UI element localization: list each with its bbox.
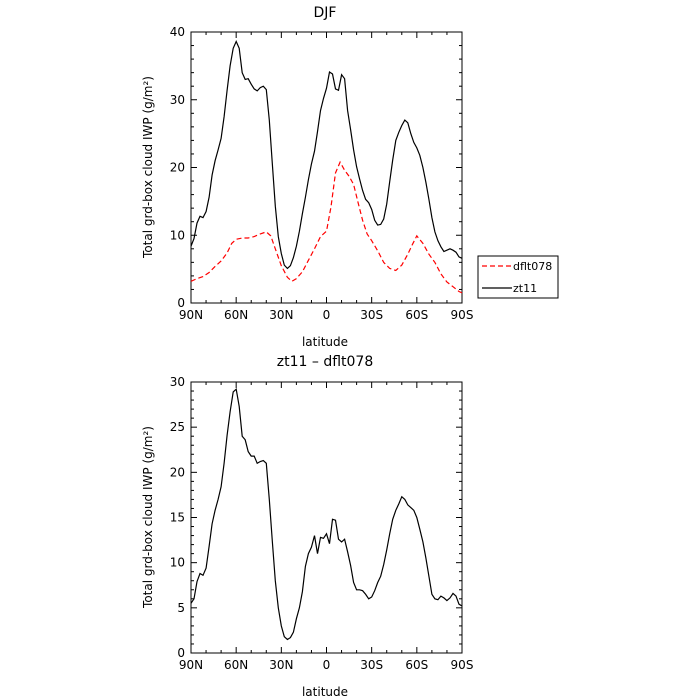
djf-x-tick-label: 60N — [224, 308, 248, 322]
djf-y-tick-label: 0 — [177, 296, 185, 310]
djf-y-tick-label: 40 — [170, 25, 185, 39]
difference-plot-area: 90N 60N 30N 0 30S 60S 90S 0 5 10 15 20 25 30 — [170, 375, 474, 672]
djf-series-zt11 — [190, 40, 463, 270]
djf-x-tick-label: 60S — [405, 308, 428, 322]
djf-plot-area: 90N 60N 30N 0 30S 60S 90S 0 10 20 30 40 — [170, 25, 474, 322]
difference-y-tick-label: 15 — [170, 511, 185, 525]
legend-zt11-label: zt11 — [513, 282, 537, 295]
djf-panel-title: DJF — [314, 5, 337, 21]
djf-x-tick-label: 90S — [451, 308, 474, 322]
difference-y-tick-label: 0 — [177, 646, 185, 660]
difference-panel: zt11 – dflt078 90N 60N 30N 0 30S 60S 90S 0 5 10 15… — [141, 354, 473, 699]
difference-y-tick-label: 25 — [170, 420, 185, 434]
difference-x-axis-label: latitude — [302, 685, 348, 699]
difference-series-line-0 — [190, 388, 463, 641]
djf-y-tick-label: 20 — [170, 161, 185, 175]
difference-x-tick-label: 30S — [360, 658, 383, 672]
difference-x-tick-label: 90N — [179, 658, 203, 672]
difference-x-tick-label: 30N — [269, 658, 293, 672]
djf-y-tick-label: 30 — [170, 93, 185, 107]
djf-x-axis-label: latitude — [302, 335, 348, 349]
djf-legend: dflt078 zt11 — [477, 255, 559, 299]
difference-x-tick-label: 0 — [323, 658, 331, 672]
difference-y-tick-label: 30 — [170, 375, 185, 389]
difference-y-tick-label: 10 — [170, 556, 185, 570]
djf-plot-frame — [190, 31, 463, 304]
difference-plot-frame — [190, 381, 463, 654]
difference-x-tick-label: 60N — [224, 658, 248, 672]
difference-x-tick-label: 60S — [405, 658, 428, 672]
djf-y-axis-label: Total grd-box cloud IWP (g/m²) — [141, 76, 155, 259]
difference-y-tick-label: 5 — [177, 601, 185, 615]
difference-y-axis-label: Total grd-box cloud IWP (g/m²) — [141, 426, 155, 609]
legend-dflt078-label: dflt078 — [513, 260, 552, 273]
difference-y-tick-label: 20 — [170, 465, 185, 479]
djf-panel: DJF 90N 60N 30N 0 30S 60S 90S 0 10 20 30 40 latitud… — [141, 5, 559, 349]
djf-series-dflt078 — [190, 160, 463, 294]
legend-box — [477, 255, 559, 299]
djf-x-tick-label: 30N — [269, 308, 293, 322]
djf-x-tick-label: 90N — [179, 308, 203, 322]
djf-x-tick-label: 30S — [360, 308, 383, 322]
difference-x-tick-label: 90S — [451, 658, 474, 672]
djf-x-tick-label: 0 — [323, 308, 331, 322]
djf-y-tick-label: 10 — [170, 228, 185, 242]
difference-panel-title: zt11 – dflt078 — [277, 354, 373, 370]
